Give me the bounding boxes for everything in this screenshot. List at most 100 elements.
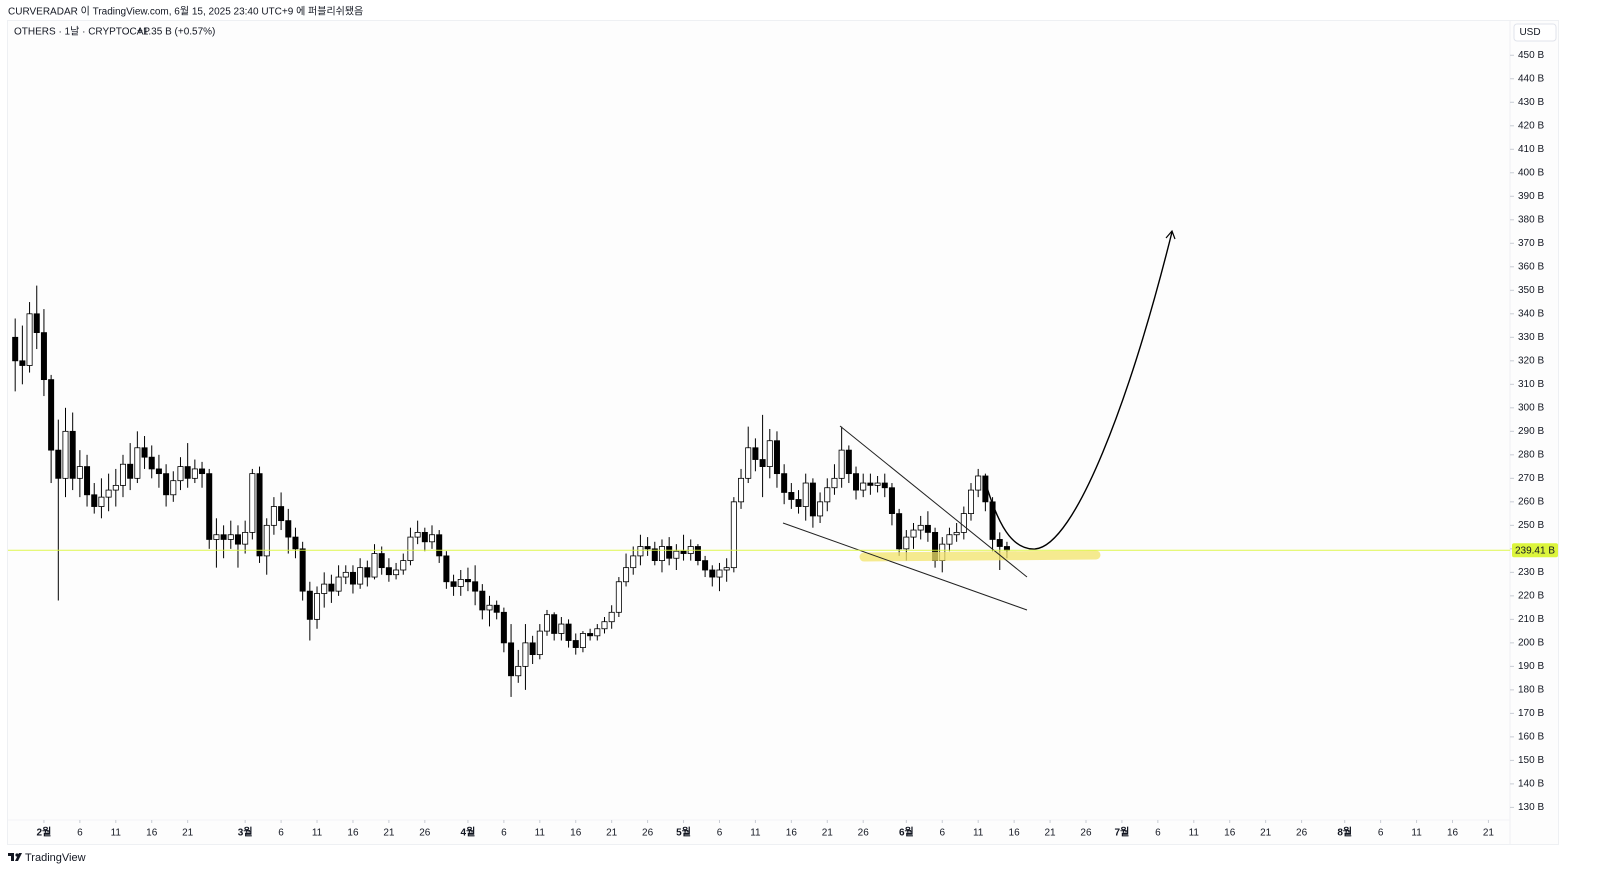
- candle-body: [946, 534, 953, 545]
- candle-body: [486, 604, 493, 611]
- y-tick-label: 130 B: [1518, 802, 1544, 813]
- symbol-change: +1.35 B (+0.57%): [137, 27, 215, 38]
- y-tick-label: 330 B: [1518, 332, 1544, 343]
- candle-body: [543, 614, 550, 632]
- candle-body: [148, 456, 155, 470]
- candle-body: [349, 571, 356, 585]
- candle-body: [119, 463, 126, 486]
- candle-body: [924, 524, 931, 533]
- candle-body: [62, 430, 69, 479]
- candle-body: [587, 633, 594, 637]
- candle-body: [163, 473, 170, 496]
- trendline-lower: [782, 522, 1028, 611]
- candle-body: [630, 555, 637, 569]
- candle-body: [464, 579, 471, 583]
- candle-body: [853, 473, 860, 491]
- x-tick-label: 11: [750, 828, 761, 839]
- candle-body: [493, 604, 500, 613]
- y-tick-label: 420 B: [1518, 120, 1544, 131]
- currency-box[interactable]: [1513, 23, 1557, 42]
- candle-body: [12, 336, 19, 362]
- candle-body: [881, 482, 888, 489]
- candle-body: [623, 567, 630, 583]
- candle-body: [817, 501, 824, 517]
- candle-body: [658, 546, 665, 561]
- y-tick-label: 290 B: [1518, 426, 1544, 437]
- candle-body: [716, 569, 723, 578]
- candle-body: [364, 567, 371, 578]
- last-price-label: 239.41 B: [1515, 545, 1555, 556]
- candle-body: [608, 611, 615, 623]
- candle-body: [48, 379, 55, 451]
- candle-body: [565, 623, 572, 641]
- candle-body: [314, 593, 321, 620]
- candle-body: [407, 536, 414, 561]
- candle-body: [766, 440, 773, 467]
- candle-body: [1003, 546, 1010, 551]
- trendline-upper: [839, 425, 1028, 578]
- y-tick-label: 400 B: [1518, 167, 1544, 178]
- x-tick-label: 26: [858, 828, 870, 839]
- x-tick-label: 5월: [676, 827, 691, 839]
- candle-body: [436, 534, 443, 557]
- candle-body: [867, 482, 874, 486]
- candle-body: [227, 534, 234, 540]
- x-tick-label: 21: [1483, 828, 1495, 839]
- x-tick-label: 11: [535, 828, 546, 839]
- candle-body: [910, 529, 917, 538]
- candle-body: [781, 473, 788, 493]
- candle-body: [809, 482, 816, 517]
- candle-body: [321, 583, 328, 594]
- candle-body: [745, 447, 752, 479]
- y-tick-label: 250 B: [1518, 520, 1544, 531]
- y-tick-label: 390 B: [1518, 191, 1544, 202]
- candle-body: [838, 449, 845, 479]
- x-tick-label: 21: [606, 828, 618, 839]
- candle-body: [33, 313, 40, 334]
- chart-frame: [7, 20, 1559, 845]
- x-tick-label: 16: [786, 828, 798, 839]
- candle-body: [249, 473, 256, 533]
- candle-body: [457, 579, 464, 587]
- candle-body: [292, 536, 299, 550]
- candle-body: [443, 555, 450, 583]
- candle-body: [450, 581, 457, 587]
- candle-body: [522, 642, 529, 667]
- x-tick-label: 11: [1411, 828, 1422, 839]
- candle-body: [759, 459, 766, 467]
- y-tick-label: 370 B: [1518, 238, 1544, 249]
- y-tick-label: 280 B: [1518, 449, 1544, 460]
- last-price-badge: [1512, 543, 1558, 558]
- y-tick-label: 260 B: [1518, 496, 1544, 507]
- candle-body: [601, 621, 608, 630]
- candle-body: [378, 553, 385, 569]
- publish-header: CURVERADAR 이 TradingView.com, 6월 15, 202…: [8, 6, 363, 18]
- candle-body: [393, 569, 400, 576]
- y-tick-label: 200 B: [1518, 638, 1544, 649]
- candle-body: [385, 567, 392, 576]
- x-tick-label: 6: [717, 828, 723, 839]
- x-tick-label: 6: [77, 828, 83, 839]
- candle-body: [371, 553, 378, 578]
- currency[interactable]: USD: [1519, 27, 1540, 38]
- candle-body: [594, 628, 601, 637]
- y-tick-label: 440 B: [1518, 73, 1544, 84]
- candle-body: [342, 571, 349, 578]
- candle-body: [723, 567, 730, 571]
- x-tick-label: 16: [347, 828, 359, 839]
- candle-body: [666, 546, 673, 559]
- candle-body: [975, 475, 982, 491]
- x-tick-label: 6: [278, 828, 284, 839]
- support-highlight: [859, 550, 1101, 562]
- x-tick-label: 6: [1378, 828, 1384, 839]
- candle-body: [730, 501, 737, 569]
- candle-body: [40, 332, 47, 381]
- candle-body: [694, 546, 701, 561]
- candle-body: [357, 567, 364, 585]
- x-tick-label: 6: [1155, 828, 1161, 839]
- candle-body: [98, 496, 105, 507]
- candle-body: [134, 447, 141, 479]
- y-tick-label: 190 B: [1518, 661, 1544, 672]
